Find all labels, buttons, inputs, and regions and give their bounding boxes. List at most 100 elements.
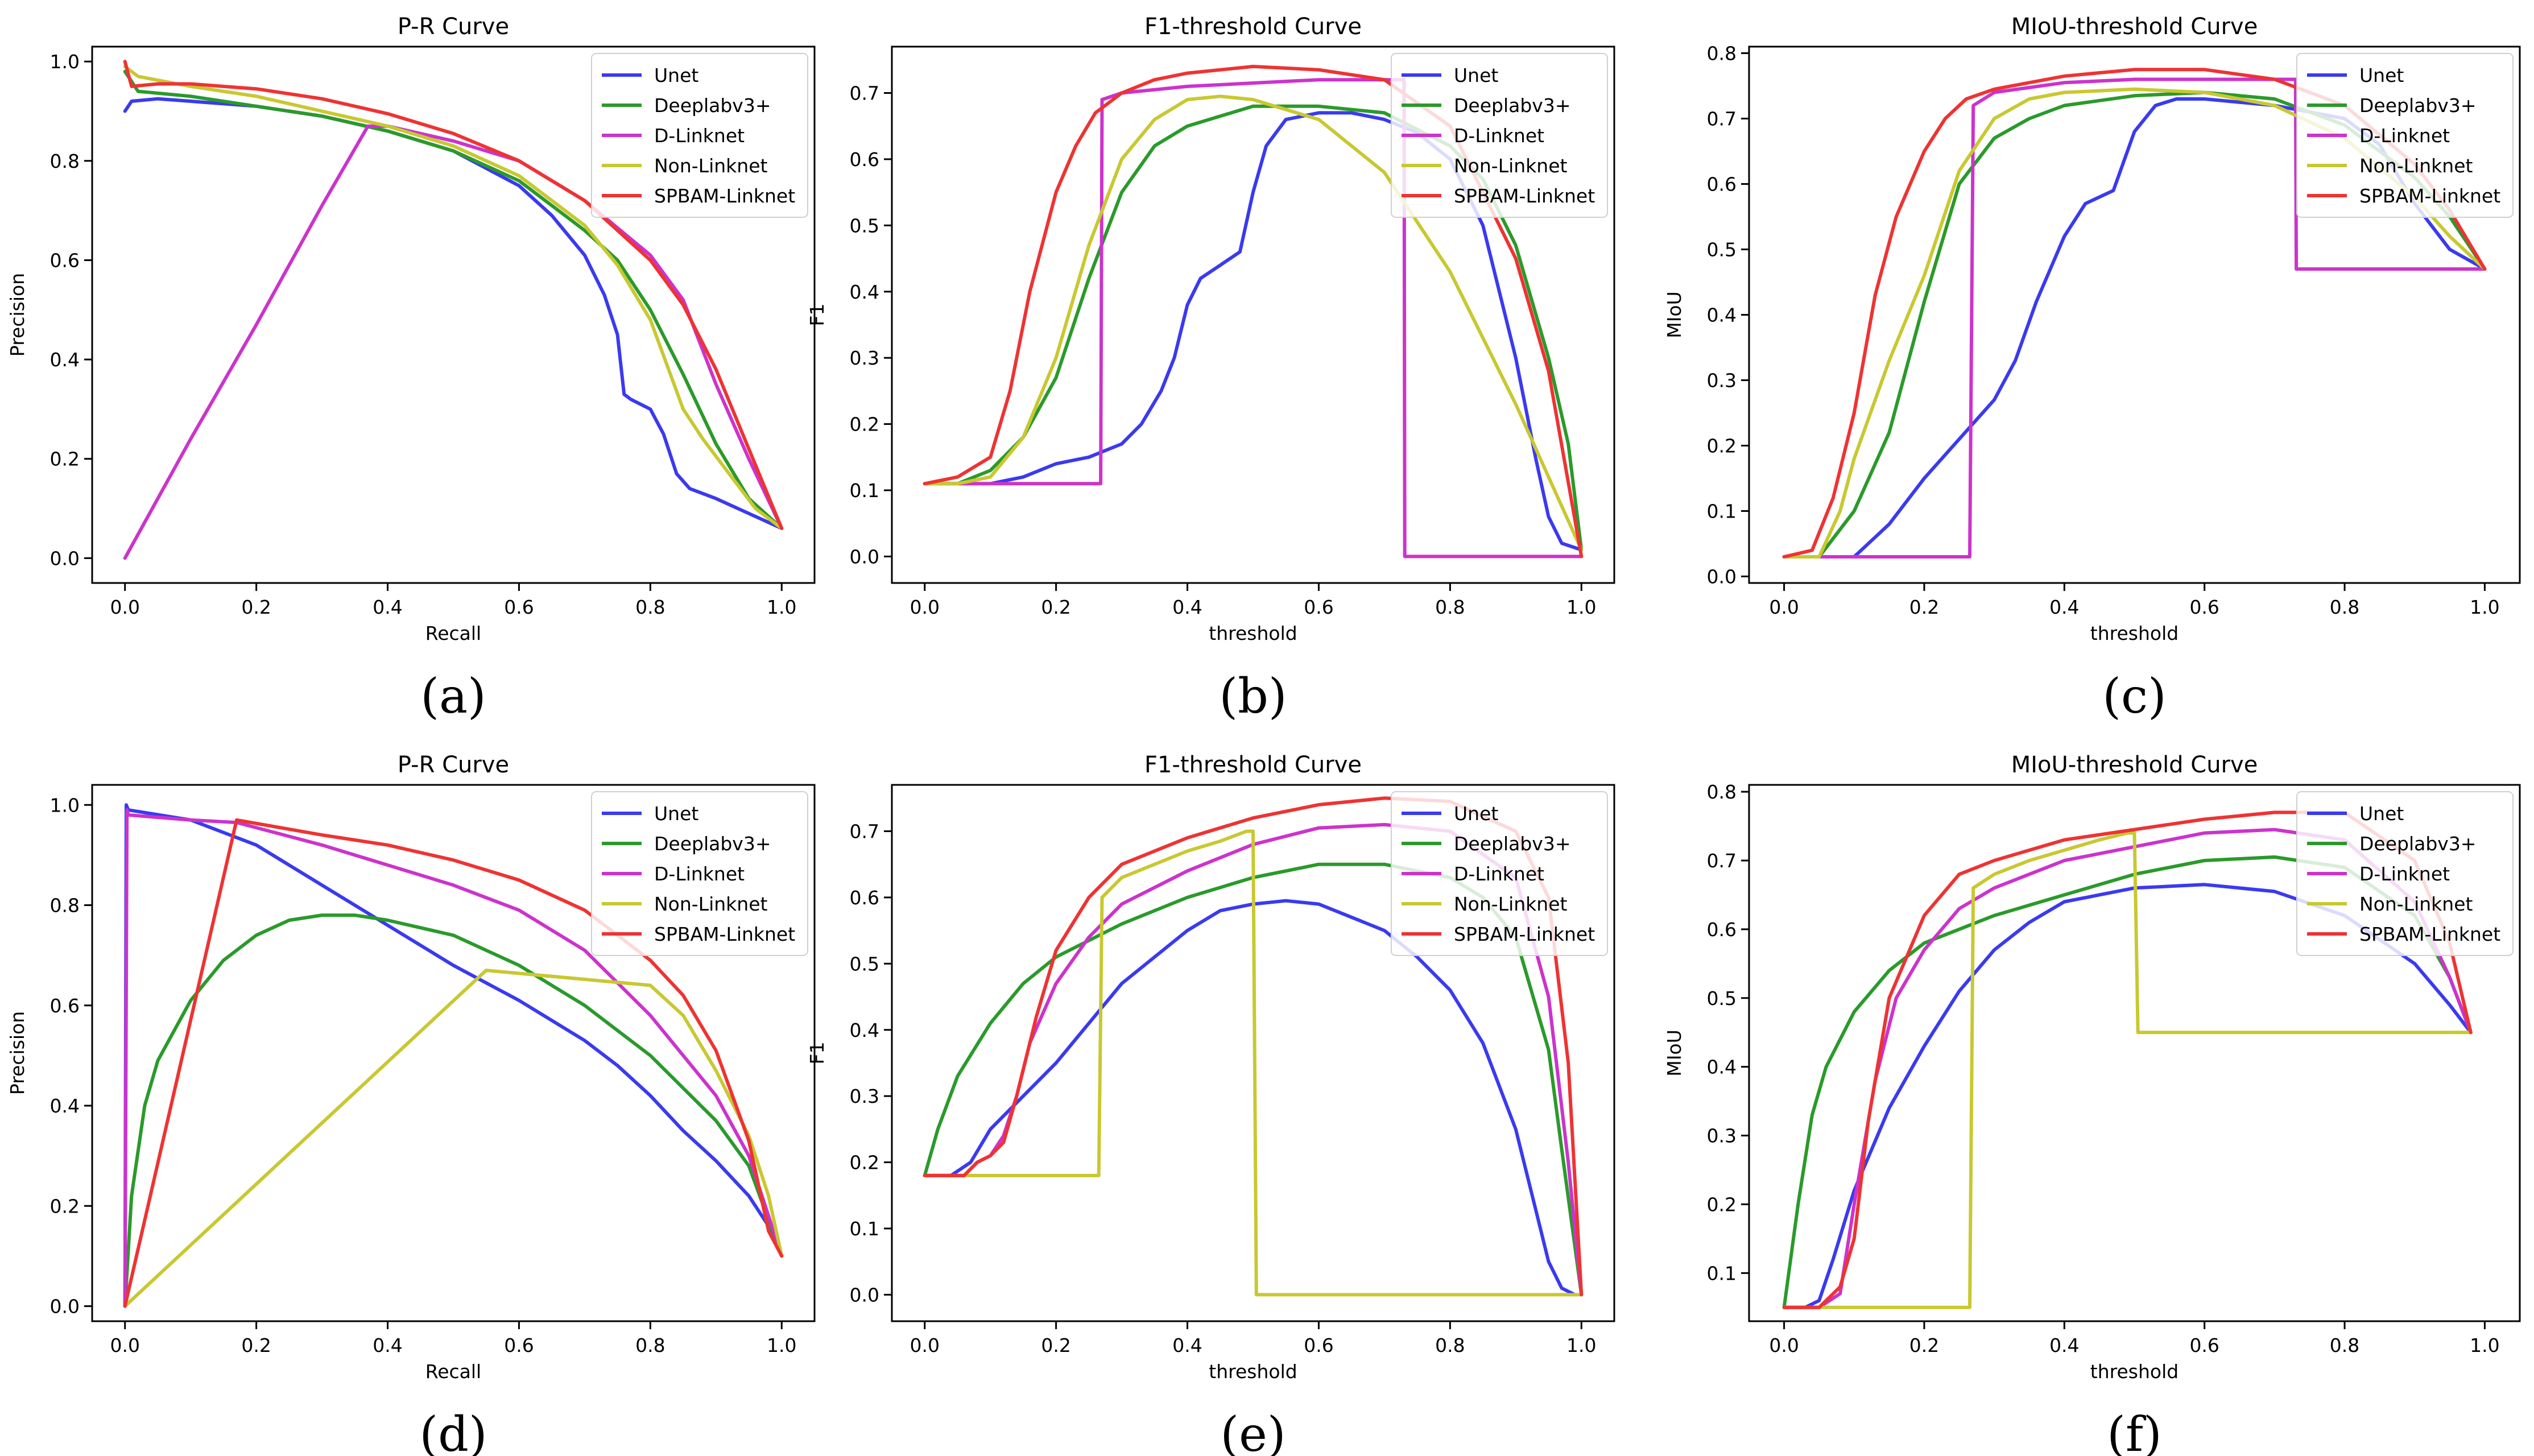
y-tick-label: 0.5: [850, 214, 879, 237]
x-tick-label: 0.8: [635, 596, 665, 618]
y-tick-label: 0.1: [1707, 500, 1737, 523]
x-axis-label: threshold: [1209, 622, 1297, 644]
series-line-d-linknet: [123, 124, 784, 560]
y-tick-label: 0.6: [50, 249, 80, 271]
legend-box: [1391, 791, 1608, 956]
y-axis-label: Precision: [6, 1011, 28, 1095]
panel-caption: (f): [2107, 1407, 2162, 1456]
x-tick-label: 0.2: [1909, 596, 1939, 618]
axes-frame: [1748, 784, 2521, 1322]
y-tick-label: 0.2: [1707, 1193, 1737, 1215]
legend-label: D-Linknet: [1454, 863, 1544, 885]
x-tick-label: 0.2: [1041, 1334, 1070, 1356]
x-tick-label: 1.0: [2470, 1334, 2499, 1356]
y-tick-label: 0.0: [850, 1284, 879, 1306]
x-tick-label: 0.6: [1304, 596, 1333, 618]
y-tick-label: 0.7: [1707, 108, 1737, 130]
chart-title: MIoU-threshold Curve: [2011, 752, 2258, 778]
x-tick-label: 0.8: [635, 1334, 665, 1356]
legend-label: Non-Linknet: [2359, 893, 2473, 915]
legend-box: [2296, 53, 2514, 218]
x-tick-label: 1.0: [2470, 596, 2499, 618]
y-tick-label: 0.3: [850, 347, 879, 369]
legend-label: Deeplabv3+: [654, 94, 771, 117]
y-tick-label: 0.8: [1707, 43, 1737, 65]
y-tick-label: 0.5: [850, 953, 879, 975]
series-line-unet: [123, 97, 784, 530]
y-tick-label: 0.4: [1707, 304, 1737, 326]
legend-label: Non-Linknet: [654, 155, 767, 177]
chart-panel-b: 0.0 0.2 0.4 0.6 0.8 1.0 0.0 0.1 0.2 0.3 0.4 0.5 0.6 0…: [806, 14, 1615, 724]
chart-panel-d: 0.0 0.2 0.4 0.6 0.8 1.0 0.0 0.2 0.4 0.6 0.8 1.0 P-R …: [6, 752, 816, 1456]
x-tick-label: 1.0: [1566, 596, 1596, 618]
x-tick-label: 0.8: [2330, 596, 2359, 618]
chart-title: P-R Curve: [398, 752, 509, 778]
y-tick-label: 1.0: [50, 51, 80, 73]
legend-label: SPBAM-Linknet: [654, 923, 795, 945]
y-tick-label: 0.3: [1707, 370, 1737, 392]
x-tick-label: 1.0: [767, 596, 796, 618]
series-line-deeplabv3-: [123, 913, 784, 1308]
chart-title: MIoU-threshold Curve: [2011, 14, 2258, 40]
y-tick-label: 0.0: [850, 545, 879, 568]
y-tick-label: 0.1: [850, 1218, 879, 1240]
y-tick-label: 0.4: [1707, 1056, 1737, 1078]
x-tick-label: 0.8: [1435, 596, 1465, 618]
axes-frame: [91, 46, 816, 584]
y-tick-label: 0.7: [850, 82, 879, 104]
y-tick-label: 0.2: [50, 1195, 80, 1217]
legend-label: SPBAM-Linknet: [2359, 923, 2500, 945]
legend: Unet Deeplabv3+ D-Linknet Non-Linknet SPBAM-…: [2296, 791, 2514, 956]
legend: Unet Deeplabv3+ D-Linknet Non-Linknet SPBAM-…: [591, 791, 808, 956]
series-line-d-linknet: [123, 808, 784, 1308]
y-tick-label: 0.4: [850, 1019, 879, 1041]
y-tick-label: 0.1: [850, 479, 879, 502]
series-line-non-linknet: [923, 94, 1584, 552]
legend-box: [591, 791, 808, 956]
x-tick-label: 0.0: [110, 596, 139, 618]
y-tick-label: 1.0: [50, 794, 80, 816]
legend-label: D-Linknet: [2359, 863, 2450, 885]
legend-label: D-Linknet: [1454, 125, 1544, 147]
series-line-deeplabv3-: [123, 69, 784, 530]
y-tick-label: 0.4: [850, 281, 879, 303]
chart-panel-e: 0.0 0.2 0.4 0.6 0.8 1.0 0.0 0.1 0.2 0.3 0.4 0.5 0.6 0…: [806, 752, 1615, 1456]
x-tick-label: 0.8: [1435, 1334, 1465, 1356]
y-tick-label: 0.8: [50, 895, 80, 917]
y-tick-label: 0.5: [1707, 239, 1737, 261]
x-tick-label: 0.6: [1304, 1334, 1333, 1356]
y-tick-label: 0.0: [50, 1296, 80, 1318]
x-tick-label: 0.4: [373, 596, 402, 618]
y-tick-label: 0.6: [850, 887, 879, 909]
legend: Unet Deeplabv3+ D-Linknet Non-Linknet SPBAM-…: [1391, 791, 1608, 956]
y-axis-label: Precision: [6, 273, 28, 357]
chart-panel-a: 0.0 0.2 0.4 0.6 0.8 1.0 0.0 0.2 0.4 0.6 0.8 1.0 P-R …: [6, 14, 816, 724]
series-line-non-linknet: [123, 969, 784, 1308]
x-tick-label: 0.6: [504, 596, 534, 618]
y-tick-label: 0.0: [50, 547, 80, 569]
x-axis-label: threshold: [1209, 1360, 1297, 1383]
x-tick-label: 0.0: [1769, 596, 1799, 618]
series-line-unet: [923, 899, 1577, 1297]
series-line-non-linknet: [923, 829, 1584, 1297]
x-tick-label: 0.2: [241, 1334, 271, 1356]
y-tick-label: 0.7: [1707, 850, 1737, 872]
legend-label: Deeplabv3+: [1454, 833, 1570, 855]
x-tick-label: 1.0: [1566, 1334, 1596, 1356]
legend-label: D-Linknet: [654, 863, 745, 885]
panel-caption: (c): [2102, 668, 2167, 724]
legend-label: Unet: [2359, 803, 2404, 825]
legend-label: SPBAM-Linknet: [1454, 185, 1595, 207]
x-tick-label: 0.4: [2049, 596, 2079, 618]
legend-label: Unet: [654, 64, 698, 86]
x-axis-label: Recall: [425, 622, 481, 644]
panel-caption: (a): [420, 668, 486, 724]
y-tick-label: 0.2: [850, 413, 879, 436]
legend-label: Deeplabv3+: [654, 833, 771, 855]
y-tick-label: 0.5: [1707, 987, 1737, 1010]
y-tick-label: 0.8: [50, 150, 80, 172]
legend-label: Non-Linknet: [654, 893, 767, 915]
legend-box: [591, 53, 808, 218]
panel-caption: (e): [1220, 1407, 1285, 1456]
